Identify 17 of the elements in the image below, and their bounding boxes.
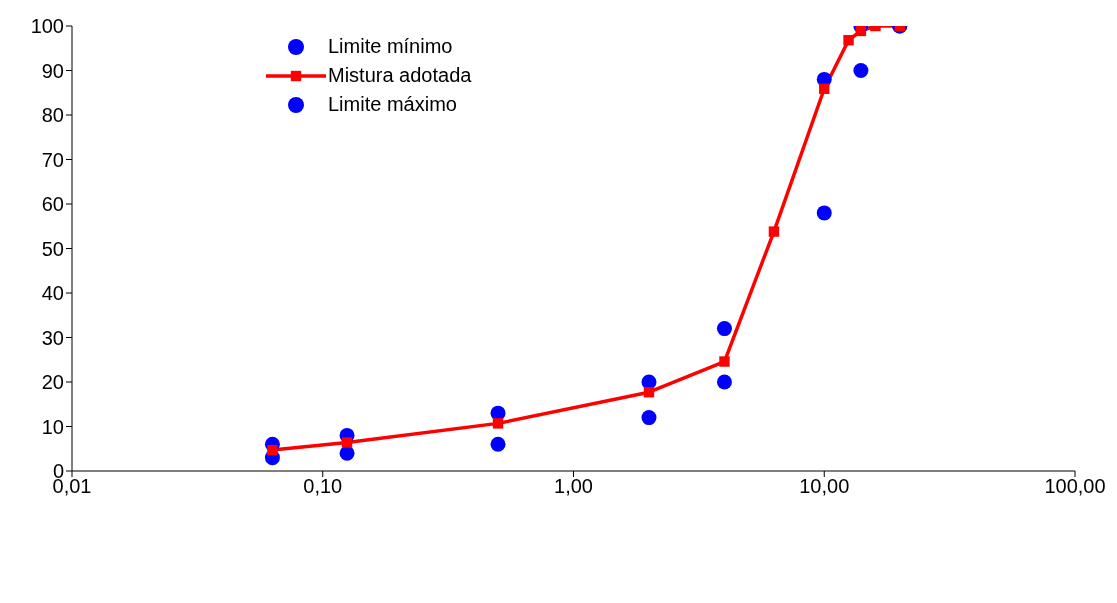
y-tick-label: 50 [41,237,64,260]
y-tick-label: 90 [41,59,64,82]
x-tick-label: 10,00 [799,475,850,498]
y-tick-label: 80 [41,104,64,127]
legend-label: Limite mínimo [328,35,453,58]
x-tick-label: 0,10 [303,475,343,498]
legend-label: Limite máximo [328,93,457,116]
y-tick-label: 40 [41,282,64,305]
y-tick-label: 60 [41,193,64,216]
y-tick-label: 30 [41,326,64,349]
y-tick-label: 20 [41,371,64,394]
x-tick-label: 100,00 [1044,475,1106,498]
y-tick-label: 100 [30,15,64,38]
y-tick-label: 10 [41,415,64,438]
legend-label: Mistura adotada [328,64,472,87]
x-tick-label: 1,00 [554,475,593,498]
y-tick-label: 70 [41,148,64,171]
